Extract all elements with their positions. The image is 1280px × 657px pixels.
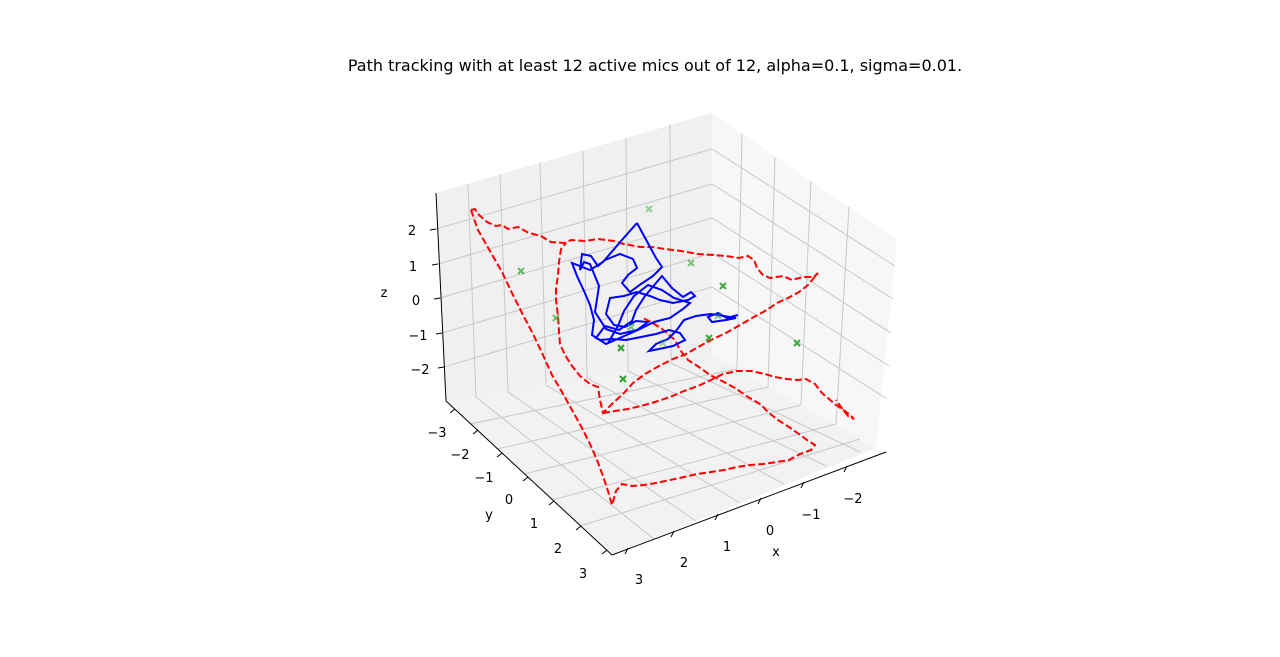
mic-marker (793, 339, 801, 347)
mic-marker (659, 339, 667, 347)
grid-lines (435, 124, 896, 540)
y-tick-label: 2 (554, 542, 562, 557)
y-tick-label: 0 (505, 493, 513, 508)
true-path-line (602, 370, 855, 420)
tick-marks (429, 228, 848, 555)
x-tick-label: −1 (801, 508, 820, 523)
y-tick-label: −1 (474, 471, 493, 486)
microphone-markers (517, 205, 801, 383)
z-tick-label: 0 (412, 294, 420, 309)
mic-marker (552, 314, 560, 322)
x-tick-labels: −2 −1 0 1 2 3 (635, 492, 863, 588)
y-tick-label: 1 (530, 517, 538, 532)
y-tick-label: −2 (450, 448, 469, 463)
y-tick-label: −3 (427, 426, 446, 441)
mic-marker (617, 344, 625, 352)
y-tick-label: 3 (579, 567, 587, 582)
y-axis-line (445, 400, 613, 556)
mic-marker (517, 267, 525, 275)
side-pane (712, 113, 897, 448)
z-tick-label: 1 (409, 260, 417, 275)
chart-title: Path tracking with at least 12 active mi… (348, 56, 962, 75)
z-tick-labels: 2 1 0 −1 −2 (408, 224, 430, 378)
true-path-line (470, 209, 817, 509)
mic-marker (705, 334, 713, 342)
true-path-line (470, 207, 819, 415)
mic-marker (627, 323, 635, 331)
x-tick-label: 0 (766, 524, 774, 539)
z-tick-label: 2 (408, 224, 416, 239)
x-tick-label: 1 (723, 540, 731, 555)
x-tick-label: −2 (843, 492, 862, 507)
z-tick-label: −1 (408, 329, 427, 344)
z-tick-label: −2 (410, 363, 429, 378)
x-axis-label: x (772, 545, 780, 560)
mic-marker (645, 205, 653, 213)
mic-marker (619, 375, 627, 383)
axis-lines (435, 192, 887, 556)
x-tick-label: 2 (680, 556, 688, 571)
estimated-path-line (570, 222, 693, 346)
x-axis-line (611, 451, 887, 556)
back-pane (436, 113, 712, 401)
y-tick-labels: −3 −2 −1 0 1 2 3 (427, 426, 587, 582)
axes-panes (436, 113, 897, 555)
mic-marker (714, 312, 722, 320)
z-axis-line (435, 192, 447, 402)
z-axis-label: z (381, 286, 388, 301)
mic-marker (687, 259, 695, 267)
mic-marker (719, 282, 727, 290)
y-axis-label: y (485, 508, 493, 523)
x-tick-label: 3 (635, 573, 643, 588)
